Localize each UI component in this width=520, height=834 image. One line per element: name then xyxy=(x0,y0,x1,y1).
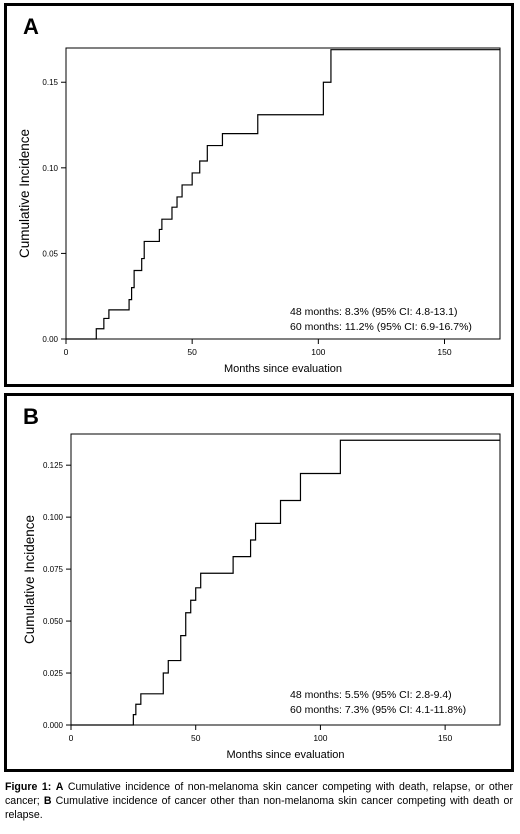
annotation: 48 months: 8.3% (95% CI: 4.8-13.1) xyxy=(290,306,458,318)
y-tick-label: 0.050 xyxy=(43,617,64,626)
x-tick-label: 0 xyxy=(64,347,69,357)
caption-a-text: Cumulative incidence of non-melanoma ski… xyxy=(5,781,514,807)
y-tick-label: 0.00 xyxy=(42,335,58,344)
panel-label: B xyxy=(23,404,39,429)
annotation: 60 months: 11.2% (95% CI: 6.9-16.7%) xyxy=(290,321,472,333)
y-tick-label: 0.15 xyxy=(42,78,58,87)
panel-b: B 0 50 100 150 0.000 0.025 0.050 0.075 0.100 0.12… xyxy=(4,393,514,772)
y-tick-label: 0.075 xyxy=(43,565,64,574)
chart-a: 0 50 100 150 0.00 0.05 0.10 0.15 Months since ev… xyxy=(17,47,501,375)
chart-b: 0 50 100 150 0.000 0.025 0.050 0.075 0.100 0.125 M… xyxy=(22,433,501,761)
y-tick-label: 0.100 xyxy=(43,513,64,522)
x-axis-label: Months since evaluation xyxy=(224,363,342,375)
y-axis-label: Cumulative Incidence xyxy=(17,129,32,258)
x-tick-label: 50 xyxy=(187,347,197,357)
x-tick-label: 100 xyxy=(311,347,325,357)
y-tick-label: 0.000 xyxy=(43,721,64,730)
caption-b-text: Cumulative incidence of cancer other tha… xyxy=(5,795,513,821)
incidence-step-line xyxy=(71,439,500,726)
x-tick-label: 150 xyxy=(438,733,452,743)
x-tick-label: 50 xyxy=(191,733,201,743)
x-axis-label: Months since evaluation xyxy=(226,749,344,761)
figure-caption: Figure 1: A Cumulative incidence of non-… xyxy=(5,780,513,822)
panel-label: A xyxy=(23,14,39,39)
plot-frame xyxy=(70,433,501,726)
caption-b-label: B xyxy=(43,795,52,807)
caption-figure-label: Figure 1: xyxy=(5,781,52,793)
x-tick-label: 100 xyxy=(313,733,327,743)
y-tick-label: 0.10 xyxy=(42,164,58,173)
y-axis-label: Cumulative Incidence xyxy=(22,515,37,644)
x-tick-label: 150 xyxy=(437,347,451,357)
panel-a: A 0 50 100 150 0.00 0.05 0.10 0.15 Months since … xyxy=(4,3,514,387)
annotation: 48 months: 5.5% (95% CI: 2.8-9.4) xyxy=(290,689,452,701)
caption-a-label: A xyxy=(55,781,64,793)
x-tick-label: 0 xyxy=(69,733,74,743)
y-tick-label: 0.05 xyxy=(42,249,58,258)
annotation: 60 months: 7.3% (95% CI: 4.1-11.8%) xyxy=(290,704,466,716)
y-tick-label: 0.025 xyxy=(43,669,64,678)
plot-frame xyxy=(65,47,501,340)
incidence-step-line xyxy=(66,49,500,340)
y-tick-label: 0.125 xyxy=(43,461,64,470)
